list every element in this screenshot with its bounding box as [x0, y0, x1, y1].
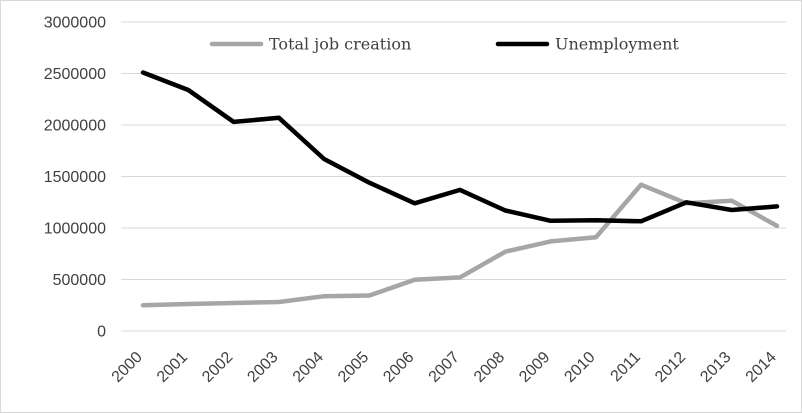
- series-line-unemployment: [140, 70, 780, 224]
- x-tick-label: 2008: [471, 349, 508, 386]
- x-tick-label: 2012: [652, 349, 689, 386]
- y-tick-label: 1500000: [44, 169, 106, 186]
- y-tick-label: 2500000: [44, 66, 106, 83]
- y-axis: 0 500000 1000000 1500000 2000000 2500000 30000…: [44, 15, 106, 341]
- x-tick-label: 2000: [109, 349, 146, 386]
- legend-label-total-job-creation: Total job creation: [269, 35, 411, 54]
- legend-label-unemployment: Unemployment: [555, 35, 679, 54]
- x-tick-label: 2009: [516, 349, 553, 386]
- x-tick-label: 2006: [380, 349, 417, 386]
- x-tick-label: 2001: [154, 349, 191, 386]
- legend: Total job creation Unemployment: [209, 35, 679, 54]
- y-tick-label: 0: [97, 324, 106, 341]
- x-tick-label: 2003: [244, 349, 281, 386]
- x-tick-label: 2010: [561, 349, 598, 386]
- series-lines: [140, 70, 780, 308]
- x-tick-label: 2007: [426, 349, 463, 386]
- y-tick-label: 1000000: [44, 221, 106, 238]
- y-tick-label: 500000: [53, 272, 106, 289]
- series-line-total-job-creation: [140, 182, 780, 308]
- x-tick-label: 2005: [335, 349, 372, 386]
- y-tick-label: 2000000: [44, 118, 106, 135]
- x-tick-label: 2011: [608, 349, 644, 385]
- x-tick-label: 2004: [290, 349, 327, 386]
- gridlines: [121, 21, 786, 332]
- x-tick-label: 2013: [697, 349, 734, 386]
- x-tick-label: 2014: [743, 349, 780, 386]
- x-axis: 2000 2001 2002 2003 2004 2005 2006 2007 2008 2009…: [109, 349, 780, 386]
- y-tick-label: 3000000: [44, 15, 106, 32]
- x-tick-label: 2002: [199, 349, 236, 386]
